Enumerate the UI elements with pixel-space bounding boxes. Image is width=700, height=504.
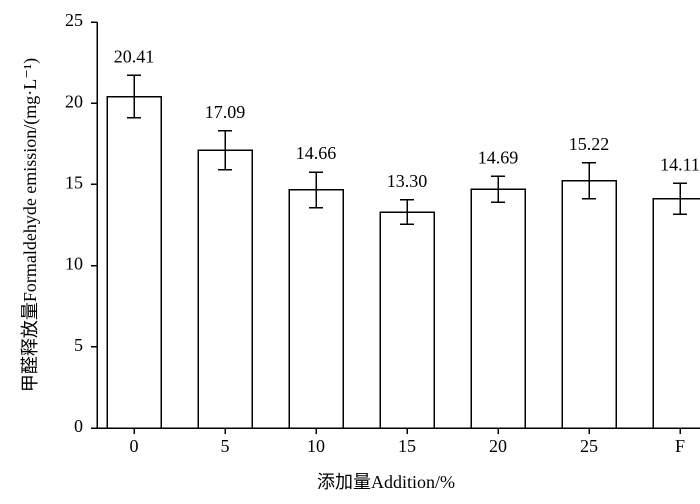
value-label: 15.22 — [569, 134, 610, 154]
y-tick-label: 10 — [65, 254, 83, 274]
error-bar — [582, 162, 596, 200]
bar — [288, 189, 344, 429]
x-tick-label: F — [675, 436, 685, 456]
value-label: 13.30 — [387, 171, 428, 191]
bar — [379, 211, 435, 429]
bar — [561, 180, 617, 429]
bar — [652, 198, 700, 429]
x-tick-label: 15 — [398, 436, 416, 456]
x-tick-label: 20 — [489, 436, 507, 456]
value-label: 14.11 — [660, 155, 700, 175]
bar — [106, 95, 162, 429]
value-label: 17.09 — [205, 102, 246, 122]
error-bar — [673, 182, 687, 216]
error-bar — [218, 130, 232, 171]
x-tick-label: 25 — [580, 436, 598, 456]
x-tick-label: 5 — [221, 436, 230, 456]
x-tick-label: 0 — [130, 436, 139, 456]
value-label: 20.41 — [114, 47, 155, 67]
bar — [197, 149, 253, 429]
y-axis-label: 甲醛释放量Formaldehyde emission/(mg·L⁻¹) — [20, 58, 41, 392]
value-label: 14.66 — [296, 143, 337, 163]
y-tick-label: 0 — [74, 416, 83, 436]
error-bar — [491, 175, 505, 204]
y-tick-label: 5 — [74, 335, 83, 355]
x-tick-label: 10 — [307, 436, 325, 456]
error-bar — [400, 199, 414, 225]
value-label: 14.69 — [478, 148, 519, 168]
x-axis-label: 添加量Addition/% — [317, 472, 455, 492]
error-bar — [127, 74, 141, 119]
y-tick-label: 20 — [65, 91, 83, 111]
y-tick-label: 15 — [65, 173, 83, 193]
error-bar — [309, 171, 323, 209]
bar — [470, 188, 526, 429]
y-tick-label: 25 — [65, 10, 83, 30]
